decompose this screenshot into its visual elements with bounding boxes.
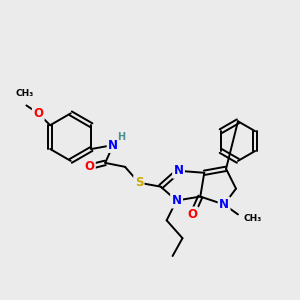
Text: N: N	[108, 139, 118, 152]
Text: O: O	[84, 160, 94, 173]
Text: O: O	[33, 107, 43, 120]
Text: N: N	[173, 164, 184, 177]
Text: H: H	[117, 132, 125, 142]
Text: N: N	[172, 194, 182, 207]
Text: O: O	[188, 208, 197, 221]
Text: CH₃: CH₃	[15, 89, 34, 98]
Text: S: S	[135, 176, 143, 189]
Text: N: N	[219, 198, 229, 211]
Text: CH₃: CH₃	[244, 214, 262, 223]
